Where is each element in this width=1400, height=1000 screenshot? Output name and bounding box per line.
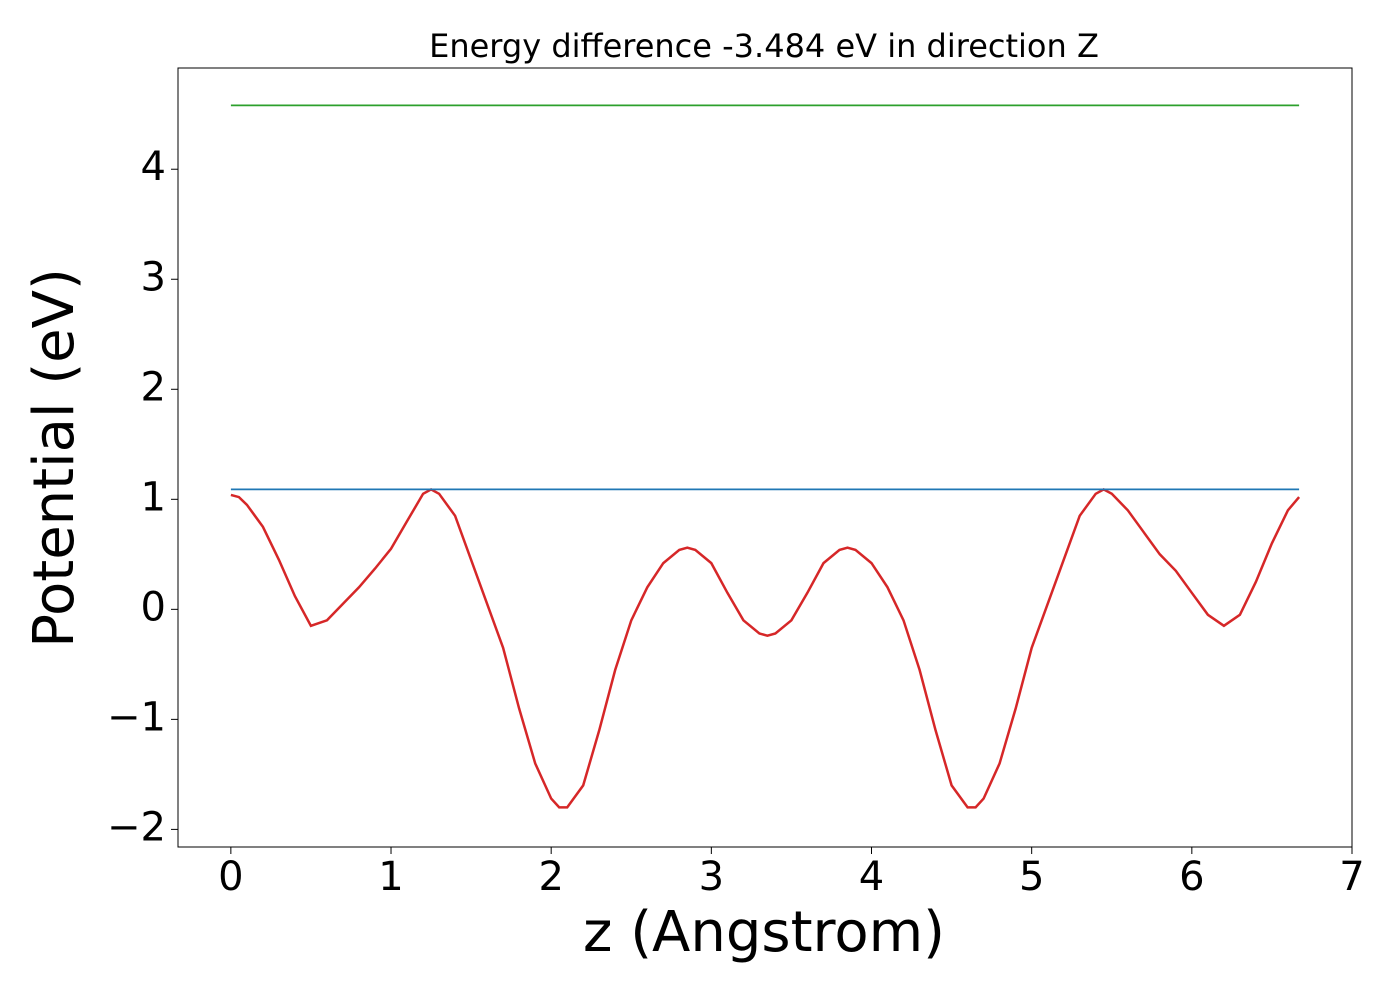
x-axis-label: z (Angstrom) [583,900,945,965]
x-tick-label: 6 [1179,854,1204,900]
y-tick-label: 0 [141,584,166,630]
y-tick-label: 2 [141,364,166,410]
y-tick-label: 4 [141,144,166,190]
y-tick-label: −2 [107,804,166,850]
y-tick-label: −1 [107,694,166,740]
x-tick-label: 4 [859,854,884,900]
x-tick-label: 7 [1339,854,1364,900]
x-tick-label: 0 [218,854,243,900]
y-tick-label: 3 [141,254,166,300]
plot-frame [177,67,1353,848]
line [230,487,1301,809]
x-tick-label: 2 [538,854,563,900]
y-tick-label: 1 [141,474,166,520]
x-tick-label: 5 [1019,854,1044,900]
y-axis-label: Potential (eV) [22,268,87,648]
x-tick-label: 3 [699,854,724,900]
chart-title: Energy difference -3.484 eV in direction… [429,27,1099,65]
x-tick-label: 1 [378,854,403,900]
